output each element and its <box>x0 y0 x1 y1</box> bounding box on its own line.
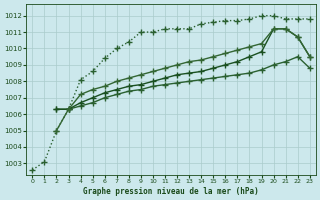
X-axis label: Graphe pression niveau de la mer (hPa): Graphe pression niveau de la mer (hPa) <box>83 187 259 196</box>
